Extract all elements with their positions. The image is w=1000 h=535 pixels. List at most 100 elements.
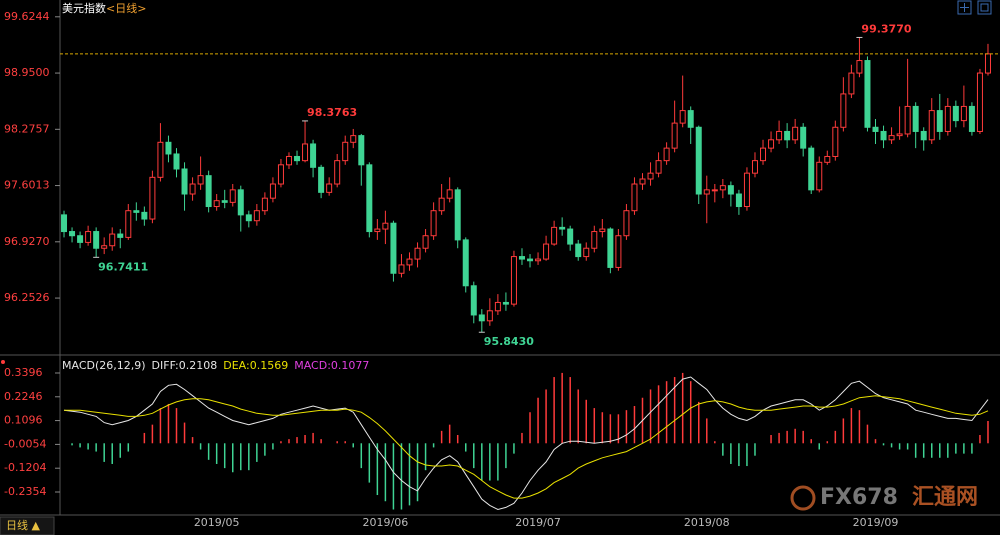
candle-body xyxy=(221,200,228,203)
candle-body xyxy=(679,110,686,124)
y-tick-label: 99.6244 xyxy=(4,10,50,23)
candle-body xyxy=(655,160,662,174)
period-button[interactable] xyxy=(0,516,55,535)
settings-icon[interactable] xyxy=(977,0,992,15)
candle-body xyxy=(711,189,718,192)
candle-body xyxy=(872,126,879,132)
candle-body xyxy=(470,285,477,316)
candle-body xyxy=(141,211,148,220)
candle-body xyxy=(189,183,196,195)
candle-body xyxy=(912,105,919,132)
y-tick-label: -0.2354 xyxy=(4,485,46,498)
candle-body xyxy=(133,210,140,213)
candle-body xyxy=(302,143,309,162)
indicator-header: MACD(26,12,9) DIFF:0.2108 DEA:0.1569 MACD:0… xyxy=(62,359,369,372)
candle-body xyxy=(719,185,726,191)
candle-body xyxy=(422,235,429,249)
candle-body xyxy=(181,168,188,195)
candle-body xyxy=(535,258,542,262)
candle-body xyxy=(269,183,276,199)
y-tick-label: 97.6013 xyxy=(4,179,50,192)
candle-body xyxy=(406,258,413,266)
candle-body xyxy=(502,301,509,305)
annotation-label: 95.8430 xyxy=(484,335,534,348)
y-tick-label: 0.1096 xyxy=(4,414,43,427)
annotation-label: 99.3770 xyxy=(861,22,911,35)
candle-body xyxy=(61,214,68,233)
candle-body xyxy=(808,147,815,191)
y-tick-label: 98.9500 xyxy=(4,66,50,79)
candle-body xyxy=(816,161,823,191)
period-button-label[interactable]: 日线 ▲ xyxy=(6,518,40,532)
candle-body xyxy=(117,233,124,238)
x-tick-label: 2019/06 xyxy=(363,516,409,529)
candle-body xyxy=(277,164,284,185)
candle-body xyxy=(888,135,895,141)
candle-body xyxy=(800,126,807,149)
y-tick-label: 0.3396 xyxy=(4,366,43,379)
candle-body xyxy=(856,60,863,74)
candle-body xyxy=(607,228,614,268)
watermark-name: 汇通网 xyxy=(912,485,978,510)
candle-body xyxy=(671,122,678,149)
candle-body xyxy=(551,226,558,245)
zoom-icon[interactable] xyxy=(957,0,972,15)
candle-body xyxy=(583,247,590,258)
candle-body xyxy=(904,105,911,135)
candle-body xyxy=(960,105,967,122)
candle-body xyxy=(631,183,638,212)
y-tick-label: 98.2757 xyxy=(4,122,50,135)
candle-body xyxy=(864,60,871,128)
candle-body xyxy=(567,228,574,245)
candle-body xyxy=(984,53,991,74)
candle-body xyxy=(687,110,694,128)
zoom-icon-glyph xyxy=(960,3,969,12)
candle-body xyxy=(703,189,710,195)
candle-body xyxy=(438,197,445,212)
candle-body xyxy=(93,231,100,249)
candle-body xyxy=(366,164,373,233)
candle-body xyxy=(237,189,244,216)
candle-body xyxy=(109,233,116,247)
legend-entry: DIFF:0.2108 xyxy=(152,359,218,372)
candle-body xyxy=(575,243,582,258)
candle-body xyxy=(840,93,847,128)
y-tick-label: 0.2246 xyxy=(4,390,43,403)
candle-body xyxy=(382,222,389,230)
candle-body xyxy=(743,172,750,208)
candle-body xyxy=(318,166,325,193)
candle-body xyxy=(751,160,758,174)
legend-entry: DEA:0.1569 xyxy=(223,359,288,372)
candle-body xyxy=(285,155,292,166)
indicator-title: MACD(26,12,9) xyxy=(62,359,146,372)
candle-body xyxy=(414,247,421,260)
candle-body xyxy=(647,172,654,180)
candle-body xyxy=(157,141,164,178)
candle-body xyxy=(968,105,975,132)
candle-body xyxy=(639,178,646,185)
candle-body xyxy=(518,256,525,260)
candle-body xyxy=(944,105,951,132)
candle-body xyxy=(446,189,453,199)
candle-body xyxy=(350,135,357,143)
candle-body xyxy=(334,160,341,185)
x-tick-label: 2019/05 xyxy=(194,516,240,529)
candle-body xyxy=(928,110,935,141)
candle-body xyxy=(77,235,84,243)
candle-body xyxy=(374,228,381,233)
x-tick-label: 2019/09 xyxy=(853,516,899,529)
candle-body xyxy=(591,231,598,249)
legend-entry: MACD:0.1077 xyxy=(294,359,369,372)
candle-body xyxy=(735,193,742,208)
candle-body xyxy=(920,130,927,141)
candle-body xyxy=(936,110,943,132)
y-tick-label: -0.1204 xyxy=(4,461,46,474)
candle-body xyxy=(69,231,76,237)
candle-body xyxy=(599,228,606,233)
annotation-label: 96.7411 xyxy=(98,260,148,273)
indicator-line xyxy=(63,376,989,511)
subtitle: <日线> xyxy=(106,1,146,15)
candle-body xyxy=(342,141,349,162)
annotation-label: 98.3763 xyxy=(307,106,357,119)
